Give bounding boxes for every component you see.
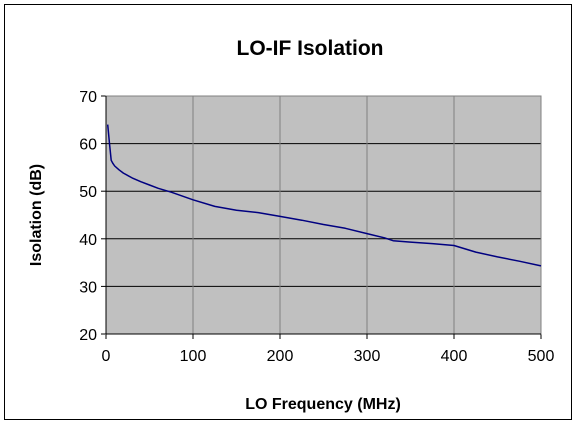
series-layer bbox=[106, 124, 542, 267]
x-tick-label: 500 bbox=[528, 348, 555, 365]
x-tick-label: 400 bbox=[441, 348, 468, 365]
x-tick-label: 300 bbox=[354, 348, 381, 365]
y-axis-label: Isolation (dB) bbox=[28, 164, 45, 266]
x-tick-label: 200 bbox=[267, 348, 294, 365]
y-tick-label: 20 bbox=[79, 327, 97, 344]
y-tick-label: 70 bbox=[79, 89, 97, 106]
x-tick-label: 0 bbox=[102, 348, 111, 365]
chart-svg: LO-IF Isolation 20 30 40 50 60 70 0 100 200 300 40… bbox=[28, 37, 554, 413]
chart-frame: LO-IF Isolation 20 30 40 50 60 70 0 100 200 300 40… bbox=[4, 4, 572, 420]
tick-labels: 20 30 40 50 60 70 0 100 200 300 400 500 bbox=[79, 89, 554, 365]
x-tick-label: 100 bbox=[180, 348, 207, 365]
y-tick-label: 40 bbox=[79, 232, 97, 249]
y-tick-label: 60 bbox=[79, 137, 97, 154]
y-tick-label: 30 bbox=[79, 279, 97, 296]
plot-area bbox=[106, 96, 541, 334]
isolation-series-line bbox=[106, 124, 542, 267]
x-axis-label: LO Frequency (MHz) bbox=[245, 396, 401, 413]
y-tick-label: 50 bbox=[79, 184, 97, 201]
chart-title: LO-IF Isolation bbox=[237, 37, 384, 60]
axes bbox=[101, 95, 542, 339]
